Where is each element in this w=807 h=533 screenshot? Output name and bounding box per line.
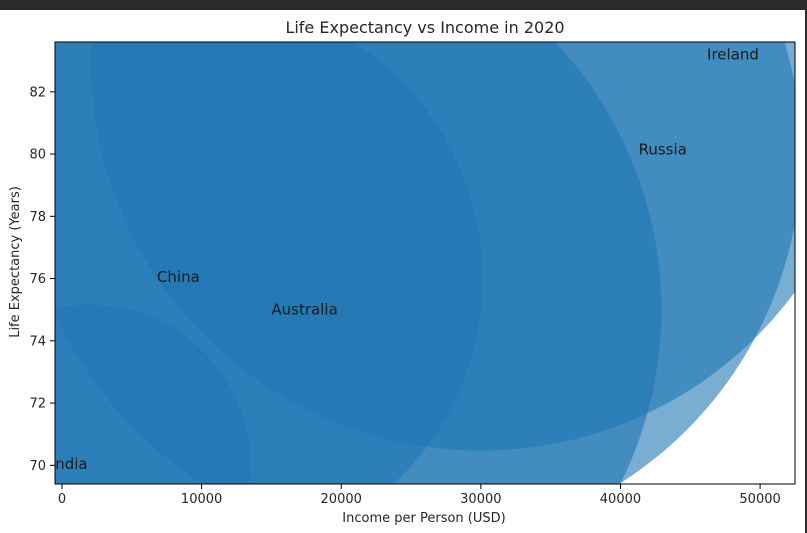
y-tick-label: 70 [29,459,46,474]
annotation-china: China [157,268,200,286]
y-tick-label: 80 [29,148,46,163]
x-tick-label: 30000 [460,492,501,507]
x-tick-label: 50000 [739,492,780,507]
y-tick-label: 78 [29,210,46,225]
plot-frame [54,41,796,485]
x-tick-label: 20000 [321,492,362,507]
y-axis: 70 72 74 76 78 80 82 [29,85,55,474]
annotation-russia: Russia [639,140,687,158]
window-right-edge [805,0,807,533]
x-axis: 0 10000 20000 30000 40000 50000 [58,484,781,507]
window-top-bar [0,0,807,10]
x-tick-label: 0 [58,492,66,507]
y-axis-label: Life Expectancy (Years) [8,186,23,338]
x-tick-label: 40000 [600,492,641,507]
annotation-layer: India China Australia Russia Ireland [51,45,759,473]
y-tick-label: 74 [29,334,46,349]
y-tick-label: 72 [29,397,46,412]
x-tick-label: 10000 [181,492,222,507]
annotation-ireland: Ireland [707,45,759,63]
annotation-india: India [51,455,88,473]
y-tick-label: 76 [29,272,46,287]
bubble-ireland [90,42,795,451]
x-axis-label: Income per Person (USD) [342,511,505,526]
annotation-australia: Australia [271,301,337,319]
chart-title: Life Expectancy vs Income in 2020 [285,18,564,37]
y-tick-label: 82 [29,85,46,100]
